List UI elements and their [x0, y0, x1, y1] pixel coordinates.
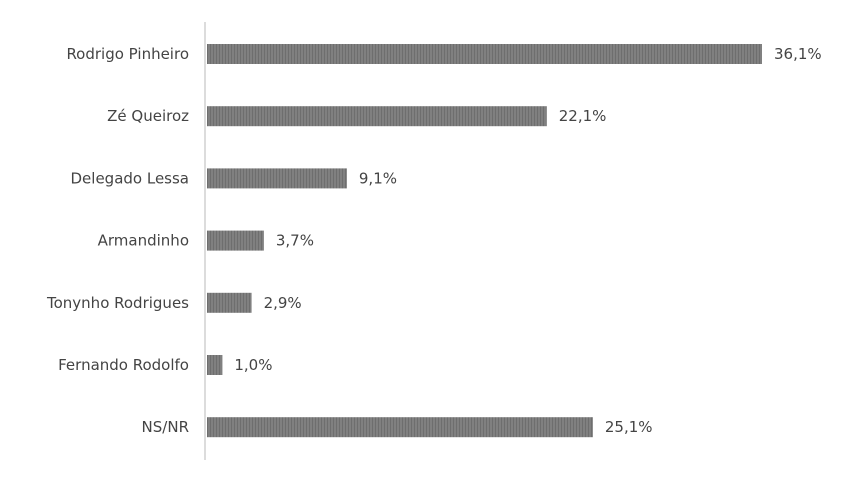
bar — [207, 355, 223, 375]
bar — [207, 230, 264, 251]
data-label: 22,1% — [559, 107, 607, 125]
category-label: Tonynho Rodrigues — [46, 294, 189, 312]
bar — [207, 417, 593, 438]
bar — [207, 168, 347, 189]
category-label: NS/NR — [142, 418, 189, 436]
category-label: Armandinho — [98, 232, 189, 250]
bar — [207, 44, 762, 64]
category-label: Delegado Lessa — [71, 169, 190, 187]
data-label: 36,1% — [774, 45, 822, 63]
data-label: 9,1% — [359, 169, 397, 187]
data-label: 1,0% — [234, 356, 272, 374]
data-label: 2,9% — [264, 294, 302, 312]
bar — [207, 106, 547, 127]
data-label: 25,1% — [605, 418, 653, 436]
category-label: Zé Queiroz — [107, 107, 189, 125]
category-label: Rodrigo Pinheiro — [66, 45, 189, 63]
data-label: 3,7% — [276, 232, 314, 250]
bar — [207, 292, 252, 313]
category-label: Fernando Rodolfo — [58, 356, 189, 374]
